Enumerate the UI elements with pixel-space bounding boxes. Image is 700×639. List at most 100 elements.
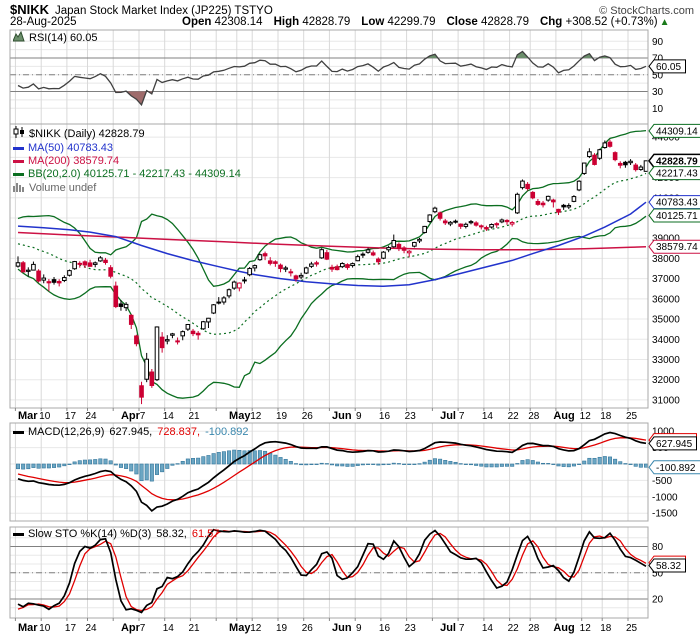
stochastic-line-icon <box>13 533 24 536</box>
svg-text:22: 22 <box>508 623 520 634</box>
macd-value: 627.945, <box>109 426 153 438</box>
svg-text:30: 30 <box>652 87 664 98</box>
svg-text:Mar: Mar <box>18 410 38 422</box>
svg-text:37000: 37000 <box>652 274 680 285</box>
svg-text:21: 21 <box>188 411 200 422</box>
macd-legend: MACD(12,26,9) 627.945, 728.837, -100.892 <box>13 426 249 439</box>
svg-text:Aug: Aug <box>553 622 574 634</box>
ma50-legend-label: MA(50) 40783.43 <box>28 142 113 154</box>
macd-legend-name: MACD(12,26,9) <box>28 426 105 438</box>
svg-text:18: 18 <box>600 623 612 634</box>
candlestick-series <box>15 139 649 405</box>
svg-text:17: 17 <box>65 623 77 634</box>
svg-text:50: 50 <box>652 568 664 579</box>
svg-text:70: 70 <box>652 54 664 65</box>
price-panel: 31000 32000 33000 34000 35000 36000 37000 38000… <box>9 123 700 409</box>
svg-text:42828.79: 42828.79 <box>656 156 698 167</box>
svg-text:12: 12 <box>250 411 262 422</box>
svg-text:May: May <box>229 410 251 422</box>
macd-signal-value: 728.837, <box>157 426 201 438</box>
svg-text:10: 10 <box>39 623 51 634</box>
volume-bars-icon <box>13 181 25 196</box>
svg-text:16: 16 <box>379 623 391 634</box>
svg-text:39000: 39000 <box>652 234 680 245</box>
svg-text:Jun: Jun <box>332 410 352 422</box>
svg-text:Apr: Apr <box>121 410 141 422</box>
svg-text:7: 7 <box>140 411 146 422</box>
svg-text:25: 25 <box>626 411 638 422</box>
svg-text:10: 10 <box>39 411 51 422</box>
stochastic-panel: 80 50 20 61.57 58.32 <box>9 526 686 619</box>
rsi-legend-label: RSI(14) 60.05 <box>29 32 98 44</box>
copyright-text: © StockCharts.com <box>599 5 694 17</box>
svg-text:24: 24 <box>86 623 98 634</box>
svg-text:20: 20 <box>652 595 664 606</box>
svg-text:12: 12 <box>250 623 262 634</box>
svg-text:14: 14 <box>482 411 494 422</box>
svg-text:60.05: 60.05 <box>656 62 681 73</box>
bollinger-bands <box>17 129 647 399</box>
price-legend-symbol: $NIKK (Daily) 42828.79 <box>29 127 145 140</box>
svg-text:58.32: 58.32 <box>656 561 681 572</box>
svg-text:26: 26 <box>302 623 314 634</box>
rsi-panel: 90 70 50 30 10 60.05 <box>9 29 686 125</box>
svg-text:14: 14 <box>482 623 494 634</box>
svg-text:7: 7 <box>459 623 465 634</box>
svg-text:12: 12 <box>580 623 592 634</box>
rsi-legend: RSI(14) 60.05 <box>12 30 98 46</box>
svg-text:38579.74: 38579.74 <box>656 242 698 253</box>
svg-text:16: 16 <box>379 411 391 422</box>
svg-text:44309.14: 44309.14 <box>656 126 698 137</box>
svg-text:Jul: Jul <box>440 622 456 634</box>
ma200-legend-label: MA(200) 38579.74 <box>28 155 120 167</box>
svg-text:23: 23 <box>405 623 417 634</box>
svg-text:10: 10 <box>652 104 664 115</box>
svg-text:32000: 32000 <box>652 375 680 386</box>
header-title-row: $NIKK Japan Stock Market Index (JP225) T… <box>10 2 694 17</box>
svg-text:80: 80 <box>652 542 664 553</box>
svg-text:19: 19 <box>276 411 288 422</box>
svg-text:31000: 31000 <box>652 395 680 406</box>
stochastic-legend: Slow STO %K(14) %D(3) 58.32, 61.57 <box>13 528 219 541</box>
bollinger-line-icon <box>13 173 24 176</box>
quote-close: Close 42828.79 <box>446 16 529 28</box>
svg-text:-500: -500 <box>652 476 672 487</box>
svg-text:7: 7 <box>459 411 465 422</box>
svg-text:21: 21 <box>188 623 200 634</box>
macd-histogram <box>15 449 648 482</box>
index-name: Japan Stock Market Index (JP225) TSTYO <box>55 5 273 17</box>
stochastic-k-value: 58.32, <box>156 528 187 540</box>
svg-text:42217.43: 42217.43 <box>656 169 698 180</box>
svg-text:Apr: Apr <box>121 622 141 634</box>
svg-text:28: 28 <box>528 411 540 422</box>
svg-text:50: 50 <box>652 70 664 81</box>
quote-date: 28-Aug-2025 <box>10 16 77 28</box>
ma200-line-icon <box>13 160 24 163</box>
candlestick-icon <box>13 126 25 142</box>
quote-change: Chg +308.52 (+0.73%) ▲ <box>539 16 670 28</box>
rsi-area-icon <box>12 30 25 46</box>
stochastic-d-value: 61.57 <box>191 528 220 540</box>
svg-text:1000: 1000 <box>652 427 675 438</box>
svg-text:9: 9 <box>356 623 362 634</box>
svg-text:May: May <box>229 622 251 634</box>
svg-text:28: 28 <box>528 623 540 634</box>
macd-panel: 10005000-500-1000-1500728.837627.945-100… <box>9 422 700 522</box>
bollinger-legend-label: BB(20,2.0) 40125.71 - 42217.43 - 44309.1… <box>28 168 241 180</box>
volume-legend-label: Volume undef <box>29 182 97 194</box>
svg-text:90: 90 <box>652 37 664 48</box>
svg-text:14: 14 <box>163 623 175 634</box>
quote-high: High 42828.79 <box>273 16 351 28</box>
svg-text:22: 22 <box>508 411 520 422</box>
svg-text:14: 14 <box>163 411 175 422</box>
stochastic-legend-name: Slow STO %K(14) %D(3) <box>28 528 152 540</box>
svg-text:627.945: 627.945 <box>656 439 693 450</box>
quote-open: Open 42308.14 <box>182 16 263 28</box>
price-legend: $NIKK (Daily) 42828.79 MA(50) 40783.43 M… <box>13 126 241 196</box>
svg-text:38000: 38000 <box>652 254 680 265</box>
svg-text:12: 12 <box>580 411 592 422</box>
ma50-line-icon <box>13 147 24 150</box>
svg-text:Jul: Jul <box>440 410 456 422</box>
svg-text:35000: 35000 <box>652 315 680 326</box>
